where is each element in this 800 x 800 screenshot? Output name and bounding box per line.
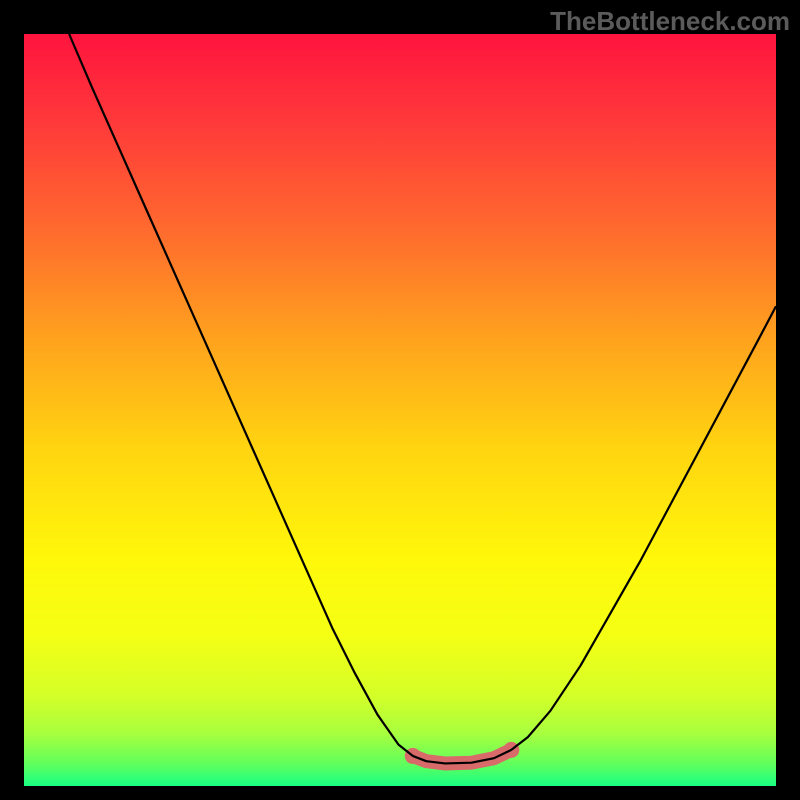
plot-svg: [24, 34, 776, 786]
watermark-text: TheBottleneck.com: [550, 6, 790, 37]
gradient-background: [24, 34, 776, 786]
plot-area: [24, 34, 776, 786]
